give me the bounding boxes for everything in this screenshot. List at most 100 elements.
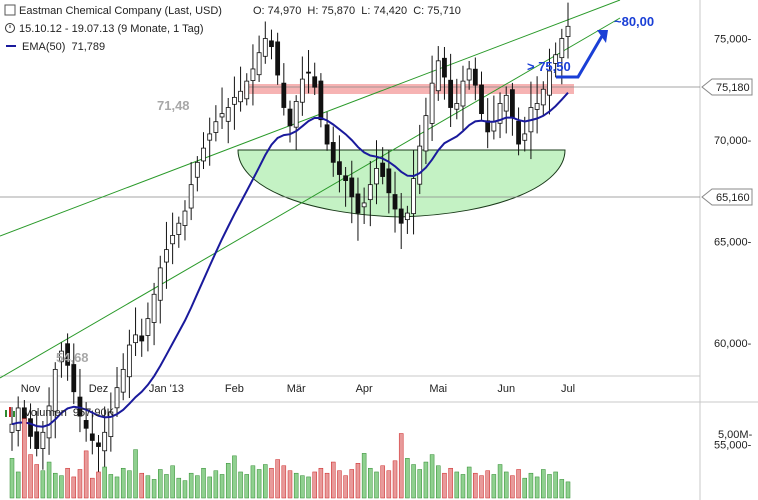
candle-body xyxy=(269,40,274,48)
candle-body xyxy=(28,418,33,437)
volume-bar xyxy=(361,453,367,499)
volume-bar xyxy=(139,472,144,499)
volume-bar xyxy=(318,467,324,499)
candle-body xyxy=(337,161,342,175)
price-box-support-text: 65,160 xyxy=(716,192,750,204)
candle-body xyxy=(540,88,546,106)
candle-body xyxy=(361,202,367,208)
candles-group xyxy=(9,2,571,474)
volume-bar xyxy=(201,467,206,499)
candle-body xyxy=(176,222,182,235)
candle-body xyxy=(509,89,515,119)
volume-bar xyxy=(473,472,478,499)
price-box-resistance-text: 75,180 xyxy=(716,82,750,94)
candle-body xyxy=(429,82,435,124)
candle-body xyxy=(96,442,101,447)
time-tick-label: Feb xyxy=(225,383,244,395)
candle-body xyxy=(244,80,250,100)
candle-body xyxy=(386,168,392,194)
volume-bar xyxy=(77,469,83,499)
candle-body xyxy=(188,184,194,209)
volume-bar xyxy=(503,471,509,499)
candle-body xyxy=(207,133,213,141)
volume-bar xyxy=(108,474,114,499)
candle-body xyxy=(89,433,95,441)
volume-bar xyxy=(293,472,299,499)
candle-body xyxy=(503,94,509,112)
volume-bar xyxy=(269,467,274,499)
time-tick-label: Jun xyxy=(497,383,515,395)
volume-legend: Volumen 957,90K xyxy=(5,407,115,419)
candle-body xyxy=(256,52,262,76)
legend-ema-swatch xyxy=(6,45,16,47)
annotation-high: 71,48 xyxy=(157,98,190,113)
volume-bar xyxy=(96,471,101,499)
candle-body xyxy=(164,249,169,263)
volume-bar xyxy=(52,472,58,499)
volume-bar xyxy=(454,471,460,499)
ema-50-line xyxy=(11,92,569,428)
volume-bar xyxy=(256,469,262,499)
volume-bar xyxy=(553,471,558,499)
candle-body xyxy=(448,79,454,108)
candle-body xyxy=(466,68,472,81)
volume-bar xyxy=(368,467,373,499)
legend: Eastman Chemical Company (Last, USD) O: … xyxy=(4,4,461,53)
volume-bar xyxy=(287,470,293,499)
candle-body xyxy=(126,344,132,378)
volume-bar xyxy=(534,476,540,499)
volume-bar xyxy=(176,477,182,499)
candle-body xyxy=(472,68,478,86)
volume-bars-group xyxy=(9,418,571,499)
volume-bar xyxy=(547,474,552,499)
candle-body xyxy=(59,350,64,363)
candle-body xyxy=(442,57,447,78)
volume-bar xyxy=(46,461,52,499)
candle-body xyxy=(108,411,114,438)
candle-body xyxy=(83,420,89,429)
volume-bar xyxy=(349,469,355,499)
legend-title: Eastman Chemical Company (Last, USD) xyxy=(19,5,222,17)
volume-bar xyxy=(232,455,237,499)
volume-bar xyxy=(559,479,565,499)
candle-body xyxy=(145,318,151,336)
legend-price-icon xyxy=(4,4,16,16)
candle-body xyxy=(392,194,398,210)
candle-body xyxy=(491,121,497,132)
volume-bar xyxy=(497,464,503,499)
annotation-target: ~80,00 xyxy=(614,14,654,29)
volume-bar xyxy=(436,465,441,499)
breakout-arrow-head xyxy=(597,30,608,43)
volume-bar xyxy=(522,477,528,499)
price-axis: 80,000-75,000-70,000-65,000-60,000-55,00… xyxy=(714,34,752,452)
candle-body xyxy=(15,407,21,431)
volume-bar xyxy=(324,472,330,499)
volume-icon-bar-3 xyxy=(13,411,15,417)
candle-body xyxy=(516,120,521,145)
candle-body xyxy=(71,364,77,393)
candle-body xyxy=(231,96,237,105)
volume-bar xyxy=(491,474,497,499)
candle-body xyxy=(170,235,176,245)
candle-body xyxy=(262,38,268,57)
candle-body xyxy=(219,113,225,118)
candle-body xyxy=(293,101,299,128)
annotation-breakout: > 75,50 xyxy=(527,59,571,74)
candle-body xyxy=(250,68,256,81)
volume-bar xyxy=(516,469,521,499)
channel-lower-line xyxy=(0,17,621,379)
candle-body xyxy=(330,142,336,163)
volume-bar xyxy=(460,474,466,499)
volume-tick-5m: 5,00M- xyxy=(718,429,753,441)
price-tick-label: 75,000- xyxy=(714,34,752,46)
volume-bar xyxy=(392,460,398,499)
candle-body xyxy=(423,115,429,152)
volume-bar xyxy=(386,470,392,499)
price-box-resistance: 75,180 xyxy=(701,78,753,96)
annotation-low: 54,68 xyxy=(56,350,89,365)
candle-body xyxy=(102,431,108,452)
volume-bar xyxy=(225,463,231,499)
candle-body xyxy=(324,124,330,145)
volume-bar xyxy=(90,477,95,499)
breakout-arrow-shaft xyxy=(556,35,604,79)
